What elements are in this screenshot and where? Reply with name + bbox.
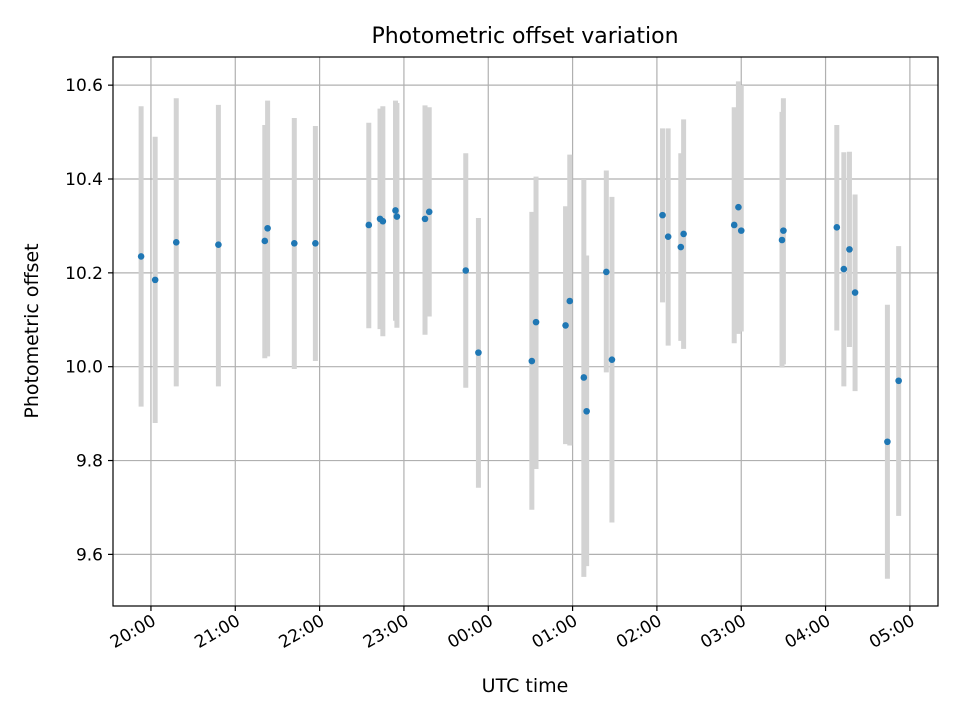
data-point <box>895 377 902 385</box>
y-tick-label: 10.6 <box>65 76 103 96</box>
x-tick-label: 04:00 <box>782 611 834 653</box>
data-point <box>608 356 616 363</box>
data-point <box>846 246 853 253</box>
grid <box>113 57 938 606</box>
data-point <box>421 215 429 223</box>
data-point <box>365 221 373 229</box>
data-point <box>580 374 588 381</box>
data-point <box>583 407 590 415</box>
data-point <box>780 227 787 234</box>
data-point <box>884 438 891 446</box>
data-point <box>425 208 433 216</box>
data-point <box>851 289 859 296</box>
x-tick-label: 03:00 <box>697 611 749 653</box>
y-tick-label: 10.0 <box>65 358 103 378</box>
x-tick-label: 22:00 <box>276 611 328 653</box>
x-tick-label: 02:00 <box>613 611 665 653</box>
data-point <box>379 217 387 225</box>
data-point <box>730 221 738 229</box>
axis-ticks: 20:00 21:00 22:00 23:00 00:00 01:00 02:00 03:00… <box>65 76 918 653</box>
y-tick-label: 10.2 <box>65 264 103 284</box>
data-point <box>291 239 298 247</box>
data-point <box>215 241 222 248</box>
x-tick-label: 05:00 <box>866 611 918 653</box>
error-bars <box>138 81 902 579</box>
data-point <box>562 322 569 329</box>
data-point <box>528 357 536 365</box>
y-axis-label: Photometric offset <box>21 243 43 418</box>
data-point <box>392 207 399 214</box>
data-point <box>264 224 271 232</box>
data-point <box>151 276 159 284</box>
data-point <box>737 227 745 234</box>
x-tick-label: 00:00 <box>444 611 496 653</box>
data-point <box>603 268 610 276</box>
data-point <box>833 224 841 231</box>
data-point <box>393 213 401 220</box>
y-tick-label: 9.8 <box>76 452 103 472</box>
y-tick-label: 10.4 <box>65 170 103 190</box>
data-point <box>778 236 786 244</box>
x-tick-label: 01:00 <box>529 611 581 653</box>
data-point <box>659 211 666 219</box>
data-points <box>137 203 902 446</box>
data-point <box>664 233 672 241</box>
data-point <box>137 253 145 260</box>
x-axis-label: UTC time <box>482 675 569 697</box>
data-point <box>840 265 848 273</box>
data-point <box>680 230 687 238</box>
data-point <box>566 297 574 305</box>
x-tick-label: 20:00 <box>107 611 159 653</box>
data-point <box>261 237 269 245</box>
plot-frame <box>112 56 939 607</box>
data-point <box>462 267 470 274</box>
data-point <box>532 318 540 326</box>
chart-title: Photometric offset variation <box>371 24 678 49</box>
x-tick-label: 21:00 <box>191 611 243 653</box>
data-point <box>475 349 482 356</box>
data-point <box>735 203 742 211</box>
data-point <box>172 239 180 246</box>
x-tick-label: 23:00 <box>360 611 412 653</box>
data-point <box>677 243 685 251</box>
y-tick-label: 9.6 <box>76 545 103 565</box>
data-point <box>312 239 319 247</box>
